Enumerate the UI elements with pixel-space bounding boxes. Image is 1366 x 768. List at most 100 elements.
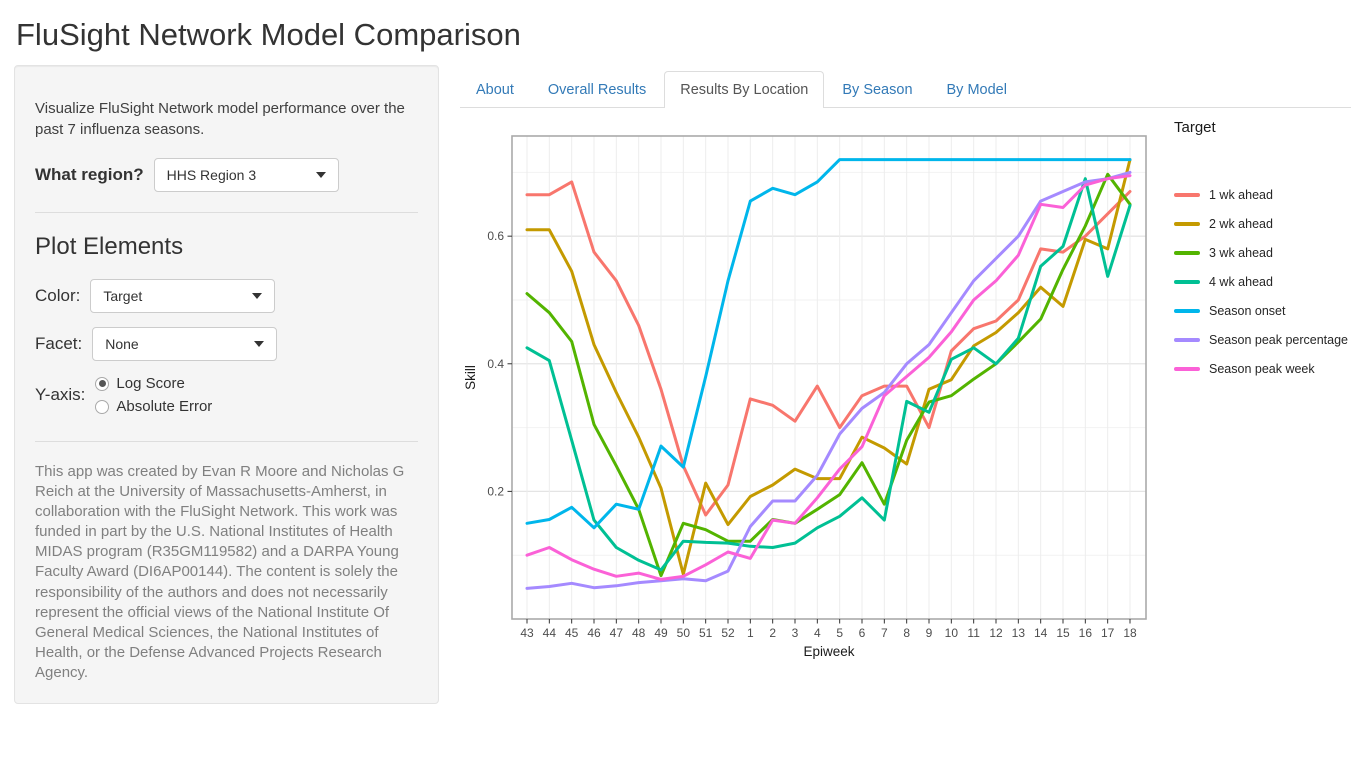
series-line-1-wk-ahead — [525, 180, 1132, 517]
series-line-season-onset — [525, 158, 1132, 530]
facet-select-value: None — [105, 336, 139, 352]
region-label: What region? — [35, 165, 144, 184]
x-tick-label: 47 — [610, 626, 624, 640]
series-line-4-wk-ahead — [525, 177, 1132, 572]
x-tick-label: 51 — [699, 626, 713, 640]
legend-item: Season peak week — [1174, 354, 1351, 383]
legend-line-swatch — [1174, 308, 1200, 313]
attribution-text: This app was created by Evan R Moore and… — [35, 463, 405, 681]
tab-overall-results[interactable]: Overall Results — [547, 82, 647, 98]
x-tick-label: 7 — [881, 626, 888, 640]
legend-label: 2 wk ahead — [1209, 216, 1273, 231]
x-tick-label: 50 — [677, 626, 691, 640]
y-axis-title: Skill — [463, 365, 478, 390]
legend-item: Season onset — [1174, 296, 1351, 325]
x-tick-label: 8 — [903, 626, 910, 640]
x-axis-title: Epiweek — [803, 644, 854, 659]
x-tick-label: 49 — [654, 626, 668, 640]
tab-by-season[interactable]: By Season — [842, 82, 913, 98]
legend-label: 4 wk ahead — [1209, 274, 1273, 289]
page-title: FluSight Network Model Comparison — [16, 17, 521, 52]
panel-border — [511, 135, 1147, 620]
x-tick-label: 6 — [859, 626, 866, 640]
legend-item: 1 wk ahead — [1174, 180, 1351, 209]
color-select[interactable]: Target — [90, 279, 276, 313]
legend-items: 1 wk ahead 2 wk ahead 3 wk ahead 4 wk ahead… — [1174, 180, 1351, 383]
tab-about[interactable]: About — [476, 82, 514, 98]
plot-region: 43 44 45 46 47 48 49 50 51 52 1 2 3 4 5 6 7 8 9 10 11 12 13 14 1… — [460, 114, 1351, 666]
x-tick-label: 13 — [1012, 626, 1026, 640]
layout: Visualize FluSight Network model perform… — [0, 65, 1366, 705]
region-select[interactable]: HHS Region 3 — [153, 158, 339, 192]
radio-label: Log Score — [116, 375, 185, 392]
legend-label: Season onset — [1209, 303, 1286, 318]
x-tick-label: 48 — [632, 626, 646, 640]
region-select-value: HHS Region 3 — [166, 167, 257, 183]
x-tick-label: 16 — [1079, 626, 1093, 640]
yaxis-label: Y-axis: — [35, 385, 86, 404]
radio-selected-icon[interactable] — [95, 376, 110, 391]
series-line-3-wk-ahead — [525, 172, 1132, 578]
legend-label: 1 wk ahead — [1209, 187, 1273, 202]
x-tick-label: 18 — [1123, 626, 1137, 640]
legend-line-swatch — [1174, 279, 1200, 284]
legend-line-swatch — [1174, 366, 1200, 371]
x-tick-label: 14 — [1034, 626, 1048, 640]
legend-line-swatch — [1174, 192, 1200, 197]
color-label: Color: — [35, 286, 81, 305]
yaxis-radio-log-score[interactable]: Log Score — [95, 375, 212, 392]
series-line-season-peak-week — [525, 174, 1132, 581]
facet-field-row: Facet: None — [35, 327, 418, 361]
chevron-down-icon — [315, 172, 326, 178]
chart-legend: Target 1 wk ahead 2 wk ahead 3 wk ahead 4 w… — [1160, 114, 1351, 666]
y-tick-label: 0.2 — [487, 484, 504, 498]
x-tick-label: 10 — [945, 626, 959, 640]
chevron-down-icon — [252, 293, 263, 299]
x-tick-label: 3 — [792, 626, 799, 640]
x-tick-label: 17 — [1101, 626, 1115, 640]
chevron-down-icon — [254, 341, 265, 347]
facet-select[interactable]: None — [92, 327, 278, 361]
legend-title: Target — [1174, 119, 1216, 136]
legend-label: Season peak week — [1209, 361, 1315, 376]
x-tick-label: 9 — [926, 626, 933, 640]
x-tick-label: 43 — [520, 626, 534, 640]
y-tick-label: 0.6 — [487, 229, 504, 243]
sidebar-panel: Visualize FluSight Network model perform… — [14, 65, 439, 705]
yaxis-radio-group: Log Score Absolute Error — [95, 375, 212, 415]
x-tick-label: 46 — [587, 626, 601, 640]
x-tick-label: 11 — [967, 626, 980, 640]
divider — [35, 212, 418, 213]
main-panel: About Overall Results Results By Location B… — [460, 70, 1351, 666]
facet-label: Facet: — [35, 334, 83, 353]
legend-item: 4 wk ahead — [1174, 267, 1351, 296]
divider — [35, 441, 418, 442]
legend-line-swatch — [1174, 250, 1200, 255]
legend-label: Season peak percentage — [1209, 332, 1348, 347]
legend-line-swatch — [1174, 221, 1200, 226]
skill-chart: 43 44 45 46 47 48 49 50 51 52 1 2 3 4 5 6 7 8 9 10 11 12 13 14 1… — [463, 135, 1147, 659]
x-tick-label: 5 — [836, 626, 843, 640]
x-tick-label: 1 — [747, 626, 754, 640]
x-tick-label: 15 — [1056, 626, 1070, 640]
x-tick-label: 12 — [989, 626, 1003, 640]
legend-item: 3 wk ahead — [1174, 238, 1351, 267]
tab-bar: About Overall Results Results By Location B… — [460, 70, 1351, 108]
legend-item: 2 wk ahead — [1174, 209, 1351, 238]
series-line-season-peak-percentage — [525, 170, 1132, 590]
radio-label: Absolute Error — [116, 398, 213, 415]
plot-panel — [512, 136, 1146, 619]
x-tick-label: 4 — [814, 626, 821, 640]
legend-label: 3 wk ahead — [1209, 245, 1273, 260]
color-select-value: Target — [103, 288, 143, 304]
color-field-row: Color: Target — [35, 279, 418, 313]
tab-results-by-location[interactable]: Results By Location — [664, 71, 825, 108]
radio-unselected-icon[interactable] — [95, 399, 110, 414]
intro-text: Visualize FluSight Network model perform… — [35, 100, 405, 138]
x-tick-label: 44 — [543, 626, 557, 640]
x-tick-label: 2 — [769, 626, 776, 640]
tab-by-model[interactable]: By Model — [946, 82, 1007, 98]
legend-item: Season peak percentage — [1174, 325, 1351, 354]
x-tick-label: 52 — [721, 626, 735, 640]
yaxis-radio-absolute-error[interactable]: Absolute Error — [95, 398, 212, 415]
